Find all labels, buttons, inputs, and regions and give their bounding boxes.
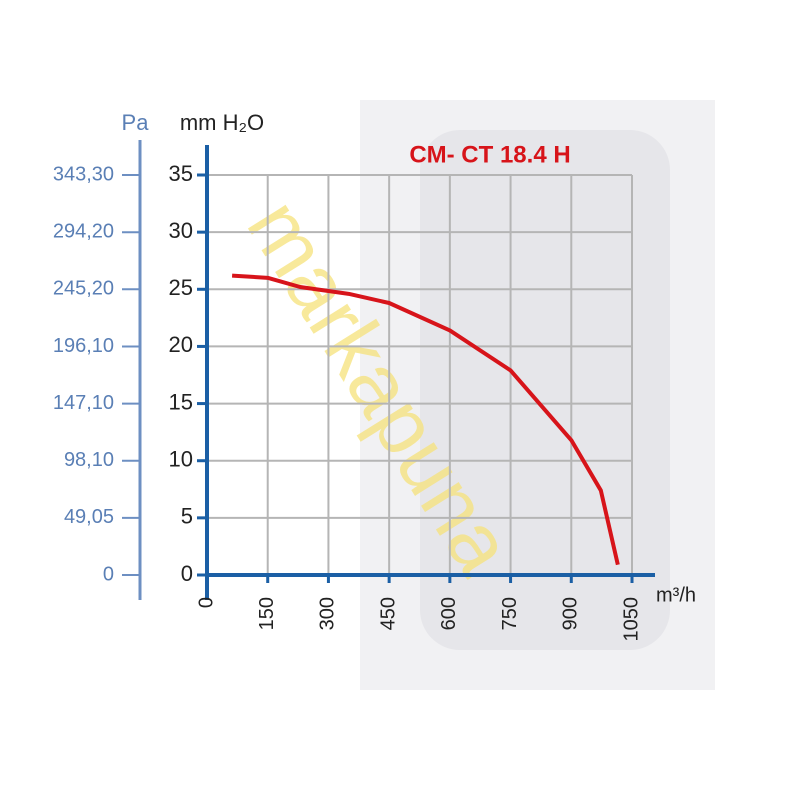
- y2-tick-label: 245,20: [53, 278, 114, 300]
- y2-tick-label: 147,10: [53, 392, 114, 414]
- y2-tick-label: 0: [103, 563, 114, 585]
- y2-tick-label: 343,30: [53, 163, 114, 185]
- chart-title: CM- CT 18.4 H: [409, 141, 570, 168]
- x-tick-label: 750: [499, 597, 521, 630]
- y2-tick-label: 98,10: [64, 449, 114, 471]
- y2-tick-label: 49,05: [64, 506, 114, 528]
- y-tick-label: 20: [169, 332, 193, 357]
- x-tick-label: 300: [317, 597, 339, 630]
- y-axis-label: mm H₂O: [180, 110, 264, 135]
- y-tick-label: 35: [169, 161, 193, 186]
- y2-axis-label: Pa: [122, 110, 150, 135]
- performance-curve: [231, 273, 620, 566]
- y-tick-label: 10: [169, 447, 193, 472]
- x-tick-label: 900: [560, 597, 582, 630]
- y-tick-label: 0: [181, 561, 193, 586]
- x-tick-label: 0: [195, 597, 217, 608]
- y2-tick-label: 294,20: [53, 220, 114, 242]
- y-tick-label: 15: [169, 389, 193, 414]
- x-tick-label: 1050: [620, 597, 642, 642]
- y-tick-label: 30: [169, 218, 193, 243]
- y-tick-label: 25: [169, 275, 193, 300]
- y2-tick-label: 196,10: [53, 335, 114, 357]
- x-axis-label: m³/h: [656, 584, 696, 606]
- x-tick-label: 600: [438, 597, 460, 630]
- y-tick-label: 5: [181, 504, 193, 529]
- x-tick-label: 150: [256, 597, 278, 630]
- x-tick-label: 450: [377, 597, 399, 630]
